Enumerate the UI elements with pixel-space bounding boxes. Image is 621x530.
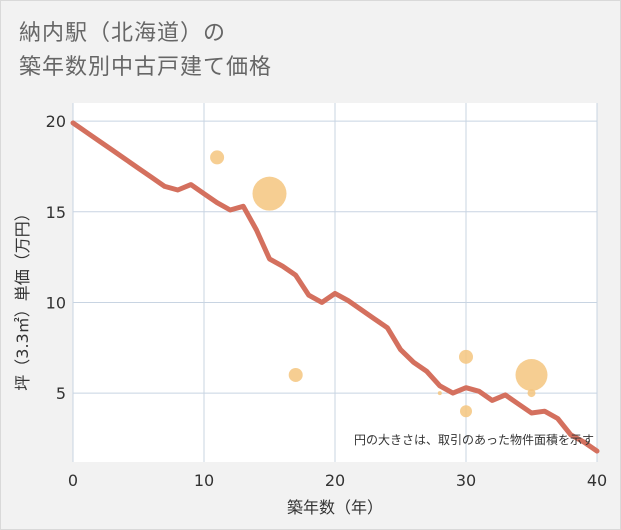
scatter-point bbox=[460, 405, 472, 418]
scatter-point bbox=[515, 358, 548, 391]
y-tick-label: 15 bbox=[46, 203, 66, 222]
scatter-point bbox=[437, 391, 442, 396]
chart-note: 円の大きさは、取引のあった物件面積を示す bbox=[354, 432, 594, 447]
scatter-point bbox=[459, 349, 473, 364]
scatter-point bbox=[210, 150, 225, 165]
chart-title: 納内駅（北海道）の 築年数別中古戸建て価格 bbox=[19, 17, 272, 85]
scatter-point bbox=[527, 389, 536, 398]
x-tick-label: 10 bbox=[194, 471, 214, 490]
scatter-point bbox=[288, 367, 303, 382]
x-tick-label: 30 bbox=[456, 471, 476, 490]
y-tick-label: 20 bbox=[46, 112, 66, 131]
tick-labels: 0 10 20 30 40 5 10 15 20 bbox=[46, 112, 608, 490]
scatter-points bbox=[210, 150, 548, 418]
x-axis-label: 築年数（年） bbox=[287, 498, 383, 517]
scatter-point bbox=[252, 176, 287, 211]
y-tick-label: 5 bbox=[56, 384, 66, 403]
y-tick-label: 10 bbox=[46, 293, 66, 312]
title-line-2: 築年数別中古戸建て価格 bbox=[19, 55, 273, 80]
x-tick-label: 20 bbox=[325, 471, 345, 490]
grid bbox=[72, 103, 598, 462]
title-line-1: 納内駅（北海道）の bbox=[19, 21, 227, 46]
y-axis-label: 坪（3.3㎡）単価（万円） bbox=[13, 205, 32, 390]
x-tick-label: 40 bbox=[587, 471, 607, 490]
trend-line bbox=[70, 120, 600, 454]
x-tick-label: 0 bbox=[68, 471, 78, 490]
